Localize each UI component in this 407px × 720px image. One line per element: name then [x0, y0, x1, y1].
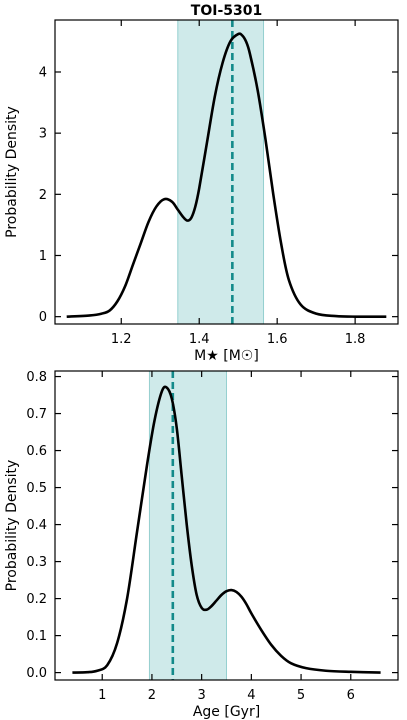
y-axis-label: Probability Density — [4, 106, 20, 238]
density-curve — [66, 32, 387, 319]
y-tick-label: 0.2 — [26, 592, 47, 607]
x-axis-label: M★ [M☉] — [194, 348, 259, 364]
y-tick-label: 3 — [39, 127, 47, 142]
y-tick-label: 4 — [39, 65, 47, 80]
x-tick-label: 1.4 — [189, 332, 210, 347]
y-tick-label: 2 — [39, 188, 47, 203]
density-curve — [72, 385, 381, 674]
x-tick-label: 5 — [297, 688, 305, 703]
y-tick-label: 0.1 — [26, 629, 47, 644]
x-tick-label: 6 — [347, 688, 355, 703]
y-axis-label: Probability Density — [4, 460, 20, 592]
x-tick-label: 2 — [148, 688, 156, 703]
y-tick-label: 0.0 — [26, 666, 47, 681]
chart-title: TOI-5301 — [191, 3, 262, 19]
y-tick-label: 1 — [39, 249, 47, 264]
y-tick-label: 0.6 — [26, 444, 47, 459]
x-tick-label: 4 — [247, 688, 255, 703]
x-tick-label: 1.2 — [111, 332, 132, 347]
y-tick-label: 0 — [39, 310, 47, 325]
y-tick-label: 0.7 — [26, 407, 47, 422]
panel-1: 1.2 1.4 1.6 1.8 0 1 2 3 4 TOI-5301 M★ [M☉] Probabil… — [4, 3, 399, 364]
x-tick-label: 1.6 — [267, 332, 288, 347]
panel-2: 1 2 3 4 5 6 0.0 0.1 0.2 0.3 0.4 0.5 0.6 0.7 0.8 Age [Gy… — [4, 370, 399, 720]
y-tick-label: 0.5 — [26, 481, 47, 496]
y-tick-label: 0.8 — [26, 370, 47, 385]
y-tick-label: 0.4 — [26, 518, 47, 533]
x-tick-label: 3 — [198, 688, 206, 703]
plot-frame — [54, 19, 399, 325]
plot-frame — [54, 370, 399, 681]
x-axis-label: Age [Gyr] — [193, 704, 260, 720]
x-tick-label: 1.8 — [345, 332, 366, 347]
x-tick-label: 1 — [98, 688, 106, 703]
y-tick-label: 0.3 — [26, 555, 47, 570]
